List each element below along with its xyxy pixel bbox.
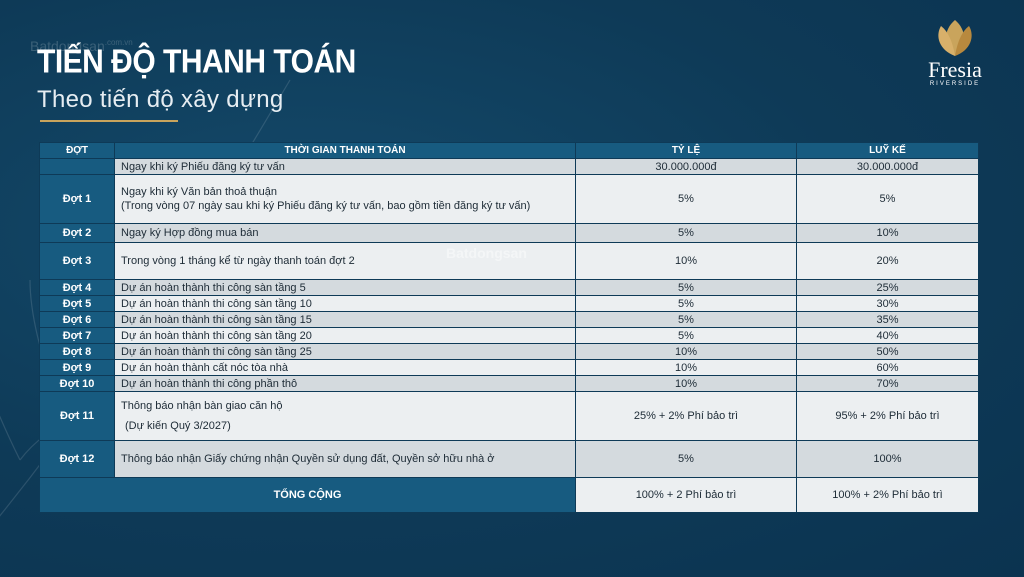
row-time: Ngay khi ký Phiếu đăng ký tư vấn <box>114 158 576 175</box>
row-time: Dự án hoàn thành thi công sàn tầng 15 <box>114 311 576 328</box>
table-row: Đợt 9 Dự án hoàn thành cất nóc tòa nhà 1… <box>39 359 979 376</box>
row-cumulative: 100% <box>796 440 979 478</box>
total-cumulative: 100% + 2% Phí bảo trì <box>796 477 979 513</box>
row-cumulative: 10% <box>796 223 979 243</box>
logo-name: Fresia <box>928 57 982 82</box>
row-dot: Đợt 9 <box>39 359 115 376</box>
row-cumulative: 50% <box>796 343 979 360</box>
row-rate: 5% <box>575 295 797 312</box>
table-row: Ngay khi ký Phiếu đăng ký tư vấn 30.000.… <box>39 158 979 175</box>
table-row: Đợt 5 Dự án hoàn thành thi công sàn tầng… <box>39 295 979 312</box>
row-dot: Đợt 12 <box>39 440 115 478</box>
table-row: Đợt 11 Thông báo nhận bàn giao căn hộ (D… <box>39 391 979 441</box>
row-time: Dự án hoàn thành cất nóc tòa nhà <box>114 359 576 376</box>
row-dot: Đợt 2 <box>39 223 115 243</box>
table-row: Đợt 4 Dự án hoàn thành thi công sàn tầng… <box>39 279 979 296</box>
row-rate: 10% <box>575 343 797 360</box>
row-rate: 10% <box>575 242 797 280</box>
lotus-leaf-icon <box>938 20 972 56</box>
row-cumulative: 40% <box>796 327 979 344</box>
table-row: Đợt 3 Trong vòng 1 tháng kể từ ngày than… <box>39 242 979 280</box>
row-time: Dự án hoàn thành thi công phần thô <box>114 375 576 392</box>
header-rate: TỶ LỆ <box>575 142 797 159</box>
row-dot: Đợt 1 <box>39 174 115 224</box>
row-dot: Đợt 6 <box>39 311 115 328</box>
row-dot: Đợt 4 <box>39 279 115 296</box>
row-time-line2: (Trong vòng 07 ngày sau khi ký Phiếu đăn… <box>121 200 531 212</box>
row-rate: 30.000.000đ <box>575 158 797 175</box>
header-time: THỜI GIAN THANH TOÁN <box>114 142 576 159</box>
header-cumulative: LUỸ KẾ <box>796 142 979 159</box>
row-rate: 10% <box>575 375 797 392</box>
row-time: Thông báo nhận Giấy chứng nhận Quyền sử … <box>114 440 576 478</box>
row-cumulative: 60% <box>796 359 979 376</box>
row-time: Dự án hoàn thành thi công sàn tầng 10 <box>114 295 576 312</box>
row-rate: 5% <box>575 223 797 243</box>
row-cumulative: 5% <box>796 174 979 224</box>
row-time: Dự án hoàn thành thi công sàn tầng 5 <box>114 279 576 296</box>
row-rate: 5% <box>575 279 797 296</box>
table-row: Đợt 1 Ngay khi ký Văn bản thoả thuận (Tr… <box>39 174 979 224</box>
row-cumulative: 25% <box>796 279 979 296</box>
table-row: Đợt 6 Dự án hoàn thành thi công sàn tầng… <box>39 311 979 328</box>
table-header-row: ĐỢT THỜI GIAN THANH TOÁN TỶ LỆ LUỸ KẾ <box>39 142 979 159</box>
row-cumulative: 30.000.000đ <box>796 158 979 175</box>
row-time-line1: Thông báo nhận bàn giao căn hộ <box>121 400 283 412</box>
watermark-top-text: Batdongsan <box>30 38 105 54</box>
row-cumulative: 70% <box>796 375 979 392</box>
row-cumulative: 95% + 2% Phí bảo trì <box>796 391 979 441</box>
row-cumulative: 20% <box>796 242 979 280</box>
row-dot: Đợt 7 <box>39 327 115 344</box>
payment-schedule-table: ĐỢT THỜI GIAN THANH TOÁN TỶ LỆ LUỸ KẾ Ng… <box>39 142 979 513</box>
row-time: Thông báo nhận bàn giao căn hộ (Dự kiến … <box>114 391 576 441</box>
page-subtitle: Theo tiến độ xây dựng <box>37 86 284 113</box>
page-title: TIẾN ĐỘ THANH TOÁN <box>37 44 356 81</box>
row-dot <box>39 158 115 175</box>
watermark-top-domain: .com.vn <box>104 38 133 47</box>
row-time: Ngay ký Hợp đồng mua bán <box>114 223 576 243</box>
row-dot: Đợt 10 <box>39 375 115 392</box>
row-time: Dự án hoàn thành thi công sàn tầng 20 <box>114 327 576 344</box>
table-row: Đợt 12 Thông báo nhận Giấy chứng nhận Qu… <box>39 440 979 478</box>
row-rate: 5% <box>575 311 797 328</box>
table-row: Đợt 7 Dự án hoàn thành thi công sàn tầng… <box>39 327 979 344</box>
table-row: Đợt 2 Ngay ký Hợp đồng mua bán 5% 10% <box>39 223 979 243</box>
row-time-line1: Ngay khi ký Văn bản thoả thuận <box>121 186 277 198</box>
total-label: TỔNG CỘNG <box>39 477 576 513</box>
row-dot: Đợt 11 <box>39 391 115 441</box>
row-rate: 10% <box>575 359 797 376</box>
row-time-line2: (Dự kiến Quý 3/2027) <box>125 420 231 432</box>
brand-logo: Fresia RIVERSIDE <box>905 18 1005 98</box>
row-cumulative: 30% <box>796 295 979 312</box>
row-rate: 25% + 2% Phí bảo trì <box>575 391 797 441</box>
row-dot: Đợt 8 <box>39 343 115 360</box>
row-time: Dự án hoàn thành thi công sàn tầng 25 <box>114 343 576 360</box>
watermark-center: Batdongsan <box>446 245 527 261</box>
table-row: Đợt 8 Dự án hoàn thành thi công sàn tầng… <box>39 343 979 360</box>
row-rate: 5% <box>575 440 797 478</box>
row-rate: 5% <box>575 327 797 344</box>
total-rate: 100% + 2 Phí bảo trì <box>575 477 797 513</box>
row-time: Ngay khi ký Văn bản thoả thuận (Trong vò… <box>114 174 576 224</box>
row-dot: Đợt 5 <box>39 295 115 312</box>
header-dot: ĐỢT <box>39 142 115 159</box>
watermark-top: Batdongsan.com.vn <box>30 38 133 54</box>
row-rate: 5% <box>575 174 797 224</box>
table-total-row: TỔNG CỘNG 100% + 2 Phí bảo trì 100% + 2%… <box>39 477 979 513</box>
logo-sub: RIVERSIDE <box>929 81 981 87</box>
row-cumulative: 35% <box>796 311 979 328</box>
table-row: Đợt 10 Dự án hoàn thành thi công phần th… <box>39 375 979 392</box>
title-underline <box>40 120 178 122</box>
row-dot: Đợt 3 <box>39 242 115 280</box>
